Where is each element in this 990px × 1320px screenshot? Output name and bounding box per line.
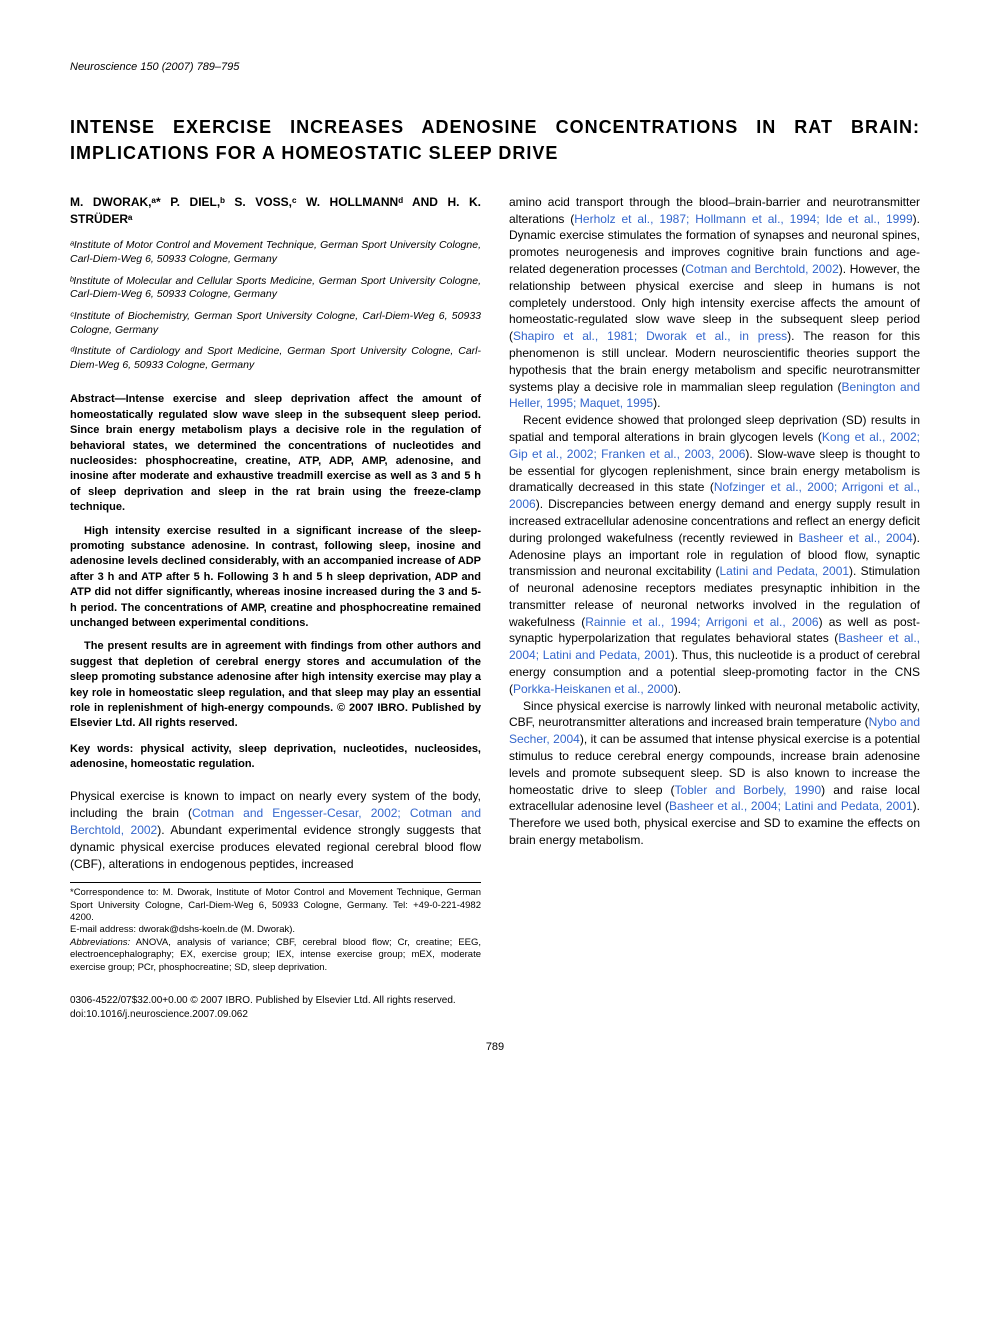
keywords: Key words: physical activity, sleep depr…: [70, 742, 481, 773]
left-column: M. DWORAK,ᵃ* P. DIEL,ᵇ S. VOSS,ᶜ W. HOLL…: [70, 194, 481, 974]
citation-link[interactable]: Tobler and Borbely, 1990: [675, 783, 822, 797]
intro-p1: Physical exercise is known to impact on …: [70, 788, 481, 872]
txt: ).: [653, 396, 660, 410]
email-label: E-mail address:: [70, 924, 139, 935]
citation-link[interactable]: Basheer et al., 2004; Latini and Pedata,…: [669, 799, 913, 813]
abbreviations: Abbreviations: ANOVA, analysis of varian…: [70, 937, 481, 974]
citation-link[interactable]: Rainnie et al., 1994; Arrigoni et al., 2…: [585, 615, 818, 629]
abbrev-label: Abbreviations:: [70, 937, 130, 948]
authors-list: M. DWORAK,ᵃ* P. DIEL,ᵇ S. VOSS,ᶜ W. HOLL…: [70, 194, 481, 228]
article-title: INTENSE EXERCISE INCREASES ADENOSINE CON…: [70, 115, 920, 165]
abstract-p1: Abstract—Intense exercise and sleep depr…: [70, 392, 481, 515]
citation-link[interactable]: Latini and Pedata, 2001: [719, 564, 849, 578]
abstract-p3: The present results are in agreement wit…: [70, 639, 481, 731]
txt: ).: [674, 682, 681, 696]
txt: Since physical exercise is narrowly link…: [509, 699, 920, 730]
body-p3: Since physical exercise is narrowly link…: [509, 698, 920, 849]
citation-link[interactable]: Herholz et al., 1987; Hollmann et al., 1…: [574, 212, 912, 226]
correspondence-note: *Correspondence to: M. Dworak, Institute…: [70, 887, 481, 924]
footer-block: 0306-4522/07$32.00+0.00 © 2007 IBRO. Pub…: [70, 994, 920, 1022]
body-p2: Recent evidence showed that prolonged sl…: [509, 412, 920, 698]
doi: doi:10.1016/j.neuroscience.2007.09.062: [70, 1008, 920, 1022]
email-address[interactable]: dworak@dshs-koeln.de (M. Dworak).: [139, 924, 295, 935]
right-column: amino acid transport through the blood–b…: [509, 194, 920, 974]
two-column-layout: M. DWORAK,ᵃ* P. DIEL,ᵇ S. VOSS,ᶜ W. HOLL…: [70, 194, 920, 974]
affiliation-c: ᶜInstitute of Biochemistry, German Sport…: [70, 310, 481, 337]
affiliation-a: ᵃInstitute of Motor Control and Movement…: [70, 239, 481, 266]
issn-copyright: 0306-4522/07$32.00+0.00 © 2007 IBRO. Pub…: [70, 994, 920, 1008]
abstract-block: Abstract—Intense exercise and sleep depr…: [70, 392, 481, 731]
page-number: 789: [70, 1040, 920, 1055]
affiliation-d: ᵈInstitute of Cardiology and Sport Medic…: [70, 345, 481, 372]
affiliation-b: ᵇInstitute of Molecular and Cellular Spo…: [70, 275, 481, 302]
citation-link[interactable]: Shapiro et al., 1981; Dworak et al., in …: [513, 329, 787, 343]
citation-link[interactable]: Basheer et al., 2004: [799, 531, 913, 545]
abstract-p2: High intensity exercise resulted in a si…: [70, 524, 481, 632]
citation-link[interactable]: Cotman and Berchtold, 2002: [685, 262, 839, 276]
footnote-block: *Correspondence to: M. Dworak, Institute…: [70, 882, 481, 973]
email-line: E-mail address: dworak@dshs-koeln.de (M.…: [70, 924, 481, 936]
citation-link[interactable]: Porkka-Heiskanen et al., 2000: [513, 682, 674, 696]
journal-header: Neuroscience 150 (2007) 789–795: [70, 60, 920, 75]
intro-text: Physical exercise is known to impact on …: [70, 788, 481, 872]
abbrev-text: ANOVA, analysis of variance; CBF, cerebr…: [70, 937, 481, 973]
body-p1: amino acid transport through the blood–b…: [509, 194, 920, 412]
